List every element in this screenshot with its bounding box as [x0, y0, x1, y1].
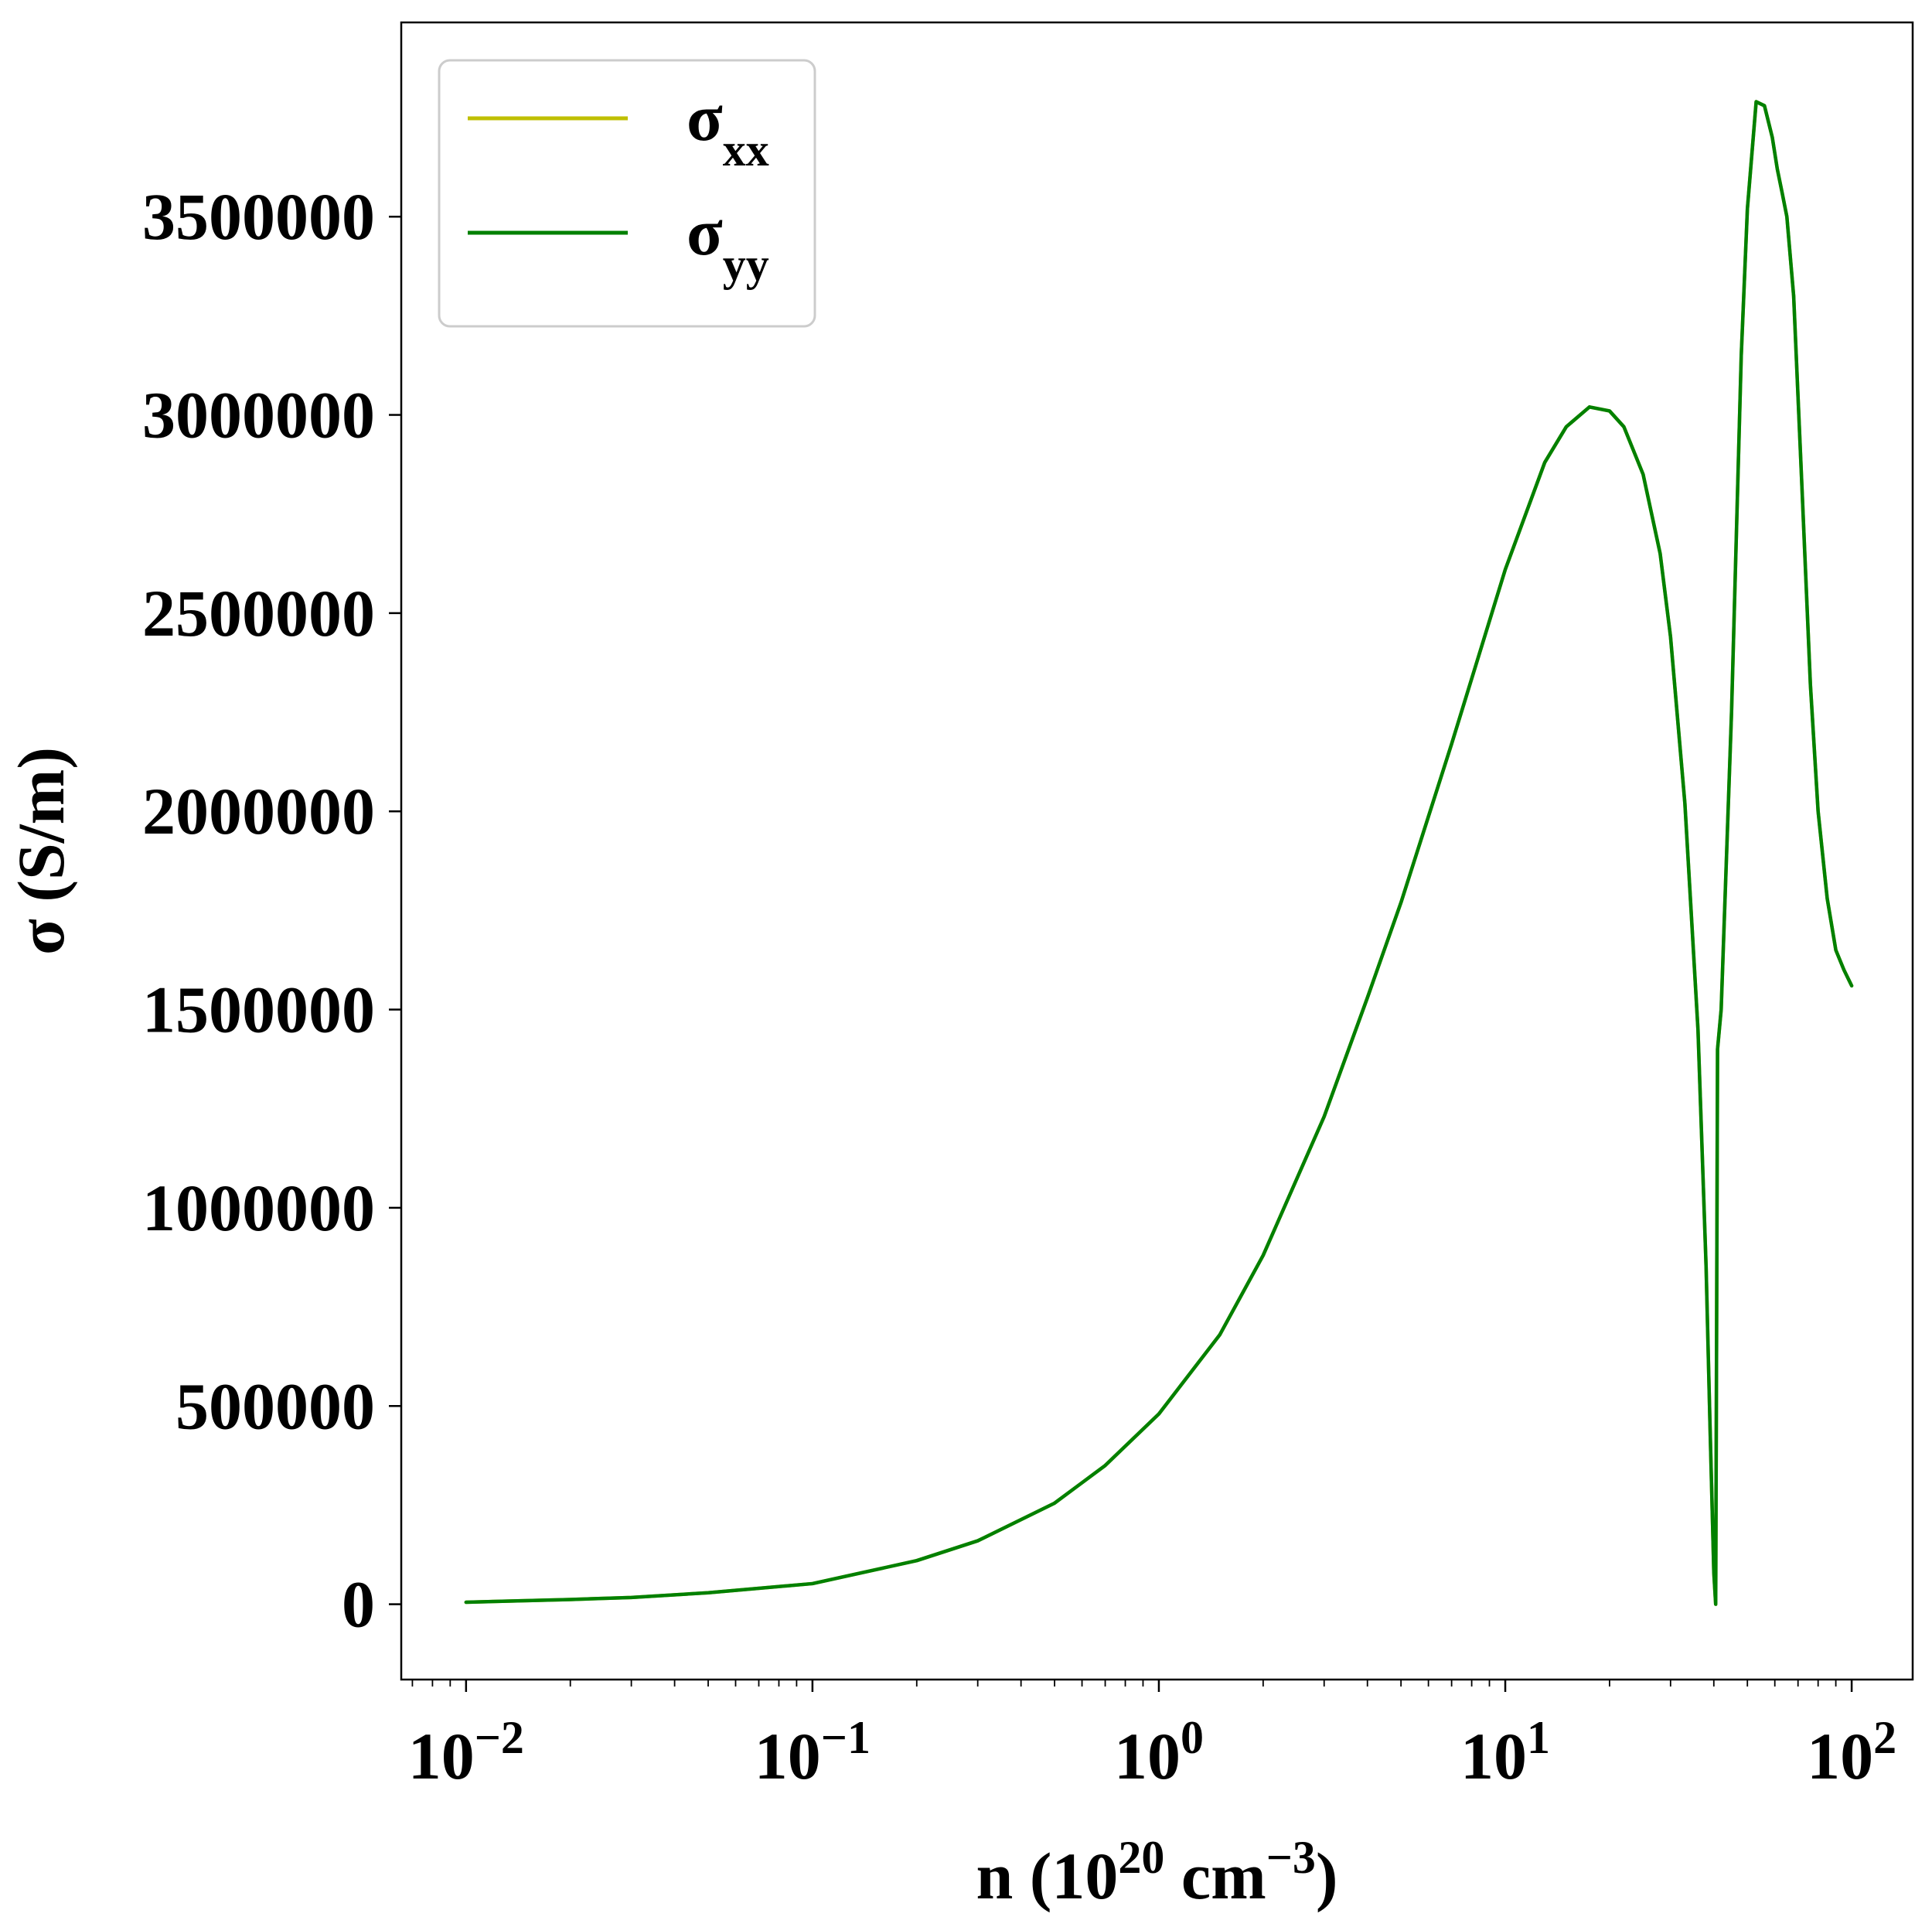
legend: σxx σyy	[438, 59, 816, 328]
y-tick-label: 3500000	[142, 179, 375, 254]
x-tick-label: 10−2	[408, 1712, 524, 1793]
y-tick-label: 2500000	[142, 576, 375, 650]
y-axis-title: σ (S/m)	[4, 747, 78, 955]
y-tick-label: 3000000	[142, 378, 375, 452]
x-tick-label: 102	[1807, 1712, 1896, 1793]
x-tick-label: 100	[1114, 1712, 1204, 1793]
y-tick-label: 0	[342, 1567, 375, 1642]
x-tick-label: 101	[1460, 1712, 1550, 1793]
plot-frame	[400, 21, 1914, 1681]
x-axis-ticks: 10−2 10−1 100 101 102	[408, 1680, 1896, 1793]
x-tick-label: 10−1	[755, 1712, 871, 1793]
legend-label-xx: σxx	[687, 80, 769, 176]
series-layer	[464, 100, 1854, 1606]
y-tick-label: 2000000	[142, 774, 375, 848]
y-tick-label: 1000000	[142, 1171, 375, 1245]
y-tick-label: 1500000	[142, 973, 375, 1047]
x-axis-title: n (1020 cm−3)	[976, 1832, 1337, 1913]
legend-box	[438, 59, 816, 328]
y-axis-ticks: 0 500000 1000000 1500000 2000000 2500000 30000…	[142, 179, 401, 1642]
legend-label-yy: σyy	[687, 195, 769, 290]
series-line-yy	[464, 100, 1854, 1606]
y-tick-label: 500000	[175, 1369, 375, 1443]
